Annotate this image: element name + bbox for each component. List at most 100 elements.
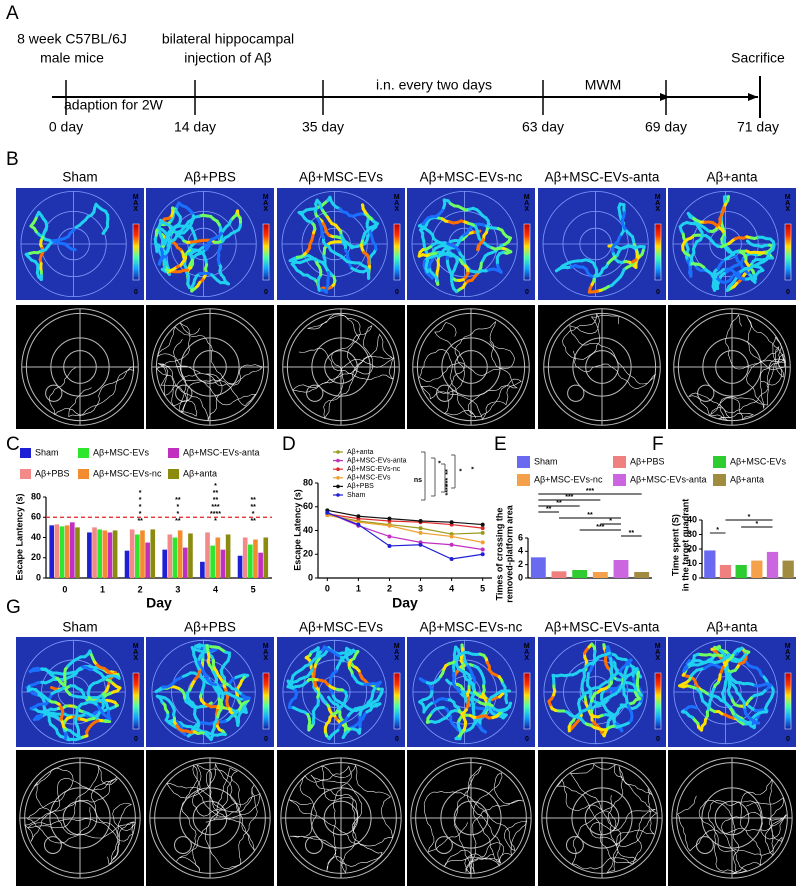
panel-label: E: [494, 434, 507, 455]
trace-path: [288, 764, 393, 874]
x-tick-label: 4: [449, 583, 454, 593]
bar: [129, 529, 135, 578]
bar: [634, 572, 650, 578]
bar: [572, 570, 588, 578]
colorbar-min: 0: [656, 736, 660, 743]
bar: [551, 571, 567, 578]
trace-path: [24, 764, 137, 866]
significance: **: [250, 504, 256, 511]
group-title: Aβ+MSC-EVs-anta: [545, 620, 660, 635]
legend-label: Aβ+PBS: [347, 483, 374, 490]
legend-marker: [336, 476, 340, 480]
series-line: [327, 514, 483, 535]
point: [449, 542, 454, 547]
significance: *: [139, 504, 142, 511]
legend-swatch: [517, 456, 530, 468]
significance: *: [471, 466, 478, 469]
panel-label: F: [652, 434, 664, 455]
point: [418, 542, 423, 547]
bar: [97, 529, 102, 578]
swim-path: [316, 217, 322, 224]
bar: [592, 572, 608, 578]
legend-label: Aβ+PBS: [630, 456, 664, 466]
significance: *: [176, 511, 179, 518]
bar: [167, 534, 173, 578]
swim-path: [340, 655, 345, 663]
significance: *: [252, 511, 255, 518]
x-tick-label: 5: [251, 584, 256, 594]
swim-path: [186, 251, 194, 256]
day-label: 71 day: [737, 119, 779, 135]
colorbar-min: 0: [395, 736, 399, 743]
group-title: Aβ+PBS: [184, 170, 236, 185]
trace-path: [166, 762, 261, 872]
significance: **: [213, 490, 219, 497]
bar: [215, 537, 221, 578]
swim-path: [504, 697, 509, 705]
colorbar-min: 0: [525, 289, 529, 296]
bar: [64, 525, 70, 578]
colorbar-min: 0: [786, 736, 790, 743]
significance: *: [438, 460, 445, 463]
y-tick-label: 4: [518, 546, 523, 556]
swim-path: [26, 685, 31, 693]
point: [480, 547, 485, 552]
group-title: Aβ+MSC-EVs-anta: [545, 170, 660, 185]
trace-path: [156, 322, 264, 422]
x-tick-label: 2: [138, 584, 143, 594]
significance: *: [748, 514, 751, 521]
significance: **: [213, 497, 219, 504]
x-tick-label: 4: [213, 584, 218, 594]
x-tick-label: 0: [325, 583, 330, 593]
legend-label: Aβ+MSC-EVs-anta: [347, 457, 407, 464]
y-axis-label: Time spent (S): [670, 514, 680, 576]
significance: *: [214, 483, 217, 490]
timeline-text: adaption for 2W: [64, 97, 164, 113]
legend-swatch: [20, 469, 31, 479]
y-tick-label: 0: [692, 572, 697, 582]
colorbar-max: MAX: [654, 643, 661, 661]
significance: *: [459, 468, 466, 471]
swim-path: [604, 651, 611, 657]
significance: ***: [565, 494, 573, 501]
legend-label: Aβ+anta: [730, 474, 764, 484]
x-tick-label: 2: [387, 583, 392, 593]
x-axis-label: Day: [146, 595, 172, 611]
point: [387, 534, 392, 539]
trace-path: [49, 366, 135, 418]
colorbar: [262, 672, 270, 730]
significance: **: [175, 497, 181, 504]
bar: [237, 555, 243, 578]
significance: ***: [211, 504, 219, 511]
trace-path: [419, 320, 522, 421]
colorbar-max: MAX: [784, 643, 791, 661]
platform: [697, 384, 715, 402]
group-title: Sham: [62, 620, 97, 635]
y-tick-label: 40: [303, 525, 313, 535]
legend-swatch: [78, 448, 89, 458]
bar: [220, 549, 226, 578]
point: [449, 520, 454, 525]
point: [356, 522, 361, 527]
bar: [248, 544, 253, 578]
legend-swatch: [517, 474, 530, 486]
legend-swatch: [168, 448, 179, 458]
significance: ****: [210, 511, 221, 518]
significance: **: [445, 469, 452, 475]
series-line: [327, 509, 483, 526]
significance: **: [556, 500, 562, 507]
bar: [719, 564, 732, 578]
legend-swatch: [78, 469, 89, 479]
significance: ***: [445, 478, 452, 486]
day-label: 35 day: [302, 119, 344, 135]
bar: [225, 534, 231, 578]
bar: [102, 530, 108, 578]
platform: [566, 836, 584, 854]
platform: [306, 384, 324, 402]
legend-marker: [336, 450, 340, 454]
y-tick-label: 0: [36, 572, 41, 582]
significance: **: [250, 497, 256, 504]
timeline-text: bilateral hippocampal: [162, 31, 294, 47]
y-tick-label: 80: [31, 491, 41, 501]
